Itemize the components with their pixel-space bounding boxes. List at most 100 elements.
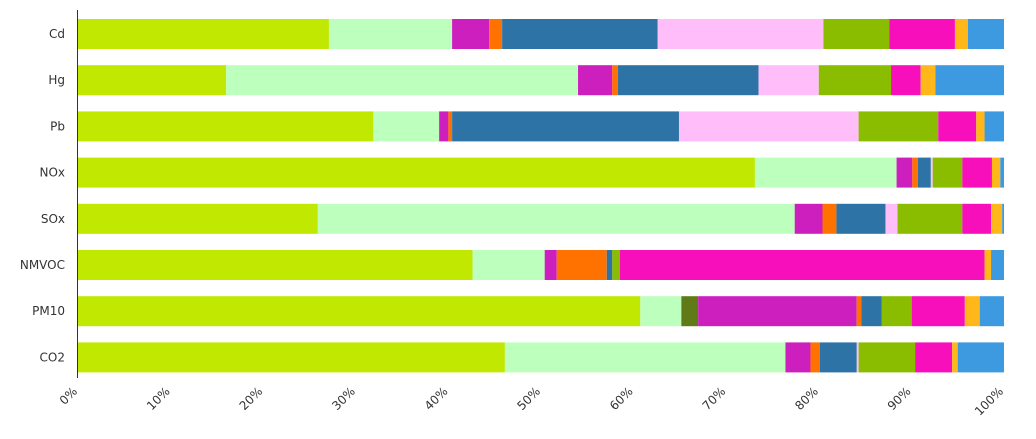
bar-segment-nox-6 (932, 157, 963, 188)
bar-segment-sox-5 (885, 203, 898, 234)
bar-segment-pm10-0 (78, 296, 641, 327)
category-label: Pb (50, 119, 65, 133)
x-tick-label: 60% (607, 384, 636, 413)
bar-segment-nox-8 (991, 157, 1001, 188)
bar-segment-co2-5 (856, 342, 859, 373)
bar-segment-hg-5 (758, 65, 819, 96)
x-tick-label: 50% (514, 384, 543, 413)
x-tick-label: 80% (792, 384, 821, 413)
category-label: CO2 (40, 350, 65, 364)
bar-segment-sox-9 (1002, 203, 1004, 234)
bar-segment-nmvoc-8 (984, 250, 992, 280)
bar-segment-hg-6 (818, 65, 892, 96)
bar-segment-co2-6 (858, 342, 916, 373)
bar-segment-cd-9 (967, 19, 1004, 49)
bar-segment-pb-5 (678, 111, 859, 142)
bar-segment-nox-4 (917, 157, 931, 188)
bar-segment-pm10-4 (856, 296, 862, 327)
bar-segment-cd-2 (452, 19, 490, 49)
bar-segment-hg-2 (578, 65, 613, 96)
bar-segment-cd-7 (889, 19, 955, 49)
x-tick-label: 70% (700, 384, 729, 413)
bar-segment-hg-3 (612, 65, 618, 96)
bar-segment-cd-0 (78, 19, 329, 49)
bar-segment-pb-4 (452, 111, 679, 142)
bar-segment-nmvoc-6 (612, 250, 620, 280)
bar-segment-pm10-1 (640, 296, 682, 327)
bar-segment-hg-7 (891, 65, 921, 96)
bar-segment-nmvoc-3 (556, 250, 607, 280)
bar-segment-nox-1 (754, 157, 897, 188)
bar-segment-nmvoc-7 (619, 250, 985, 280)
bar-segment-pm10-7 (911, 296, 965, 327)
bar-segment-pm10-9 (979, 296, 1004, 327)
bar-segment-sox-6 (897, 203, 963, 234)
bar-segment-co2-2 (785, 342, 811, 373)
x-tick-label: 0% (57, 384, 80, 407)
bar-segment-pb-8 (976, 111, 985, 142)
bar-segment-co2-1 (504, 342, 786, 373)
bar-segment-hg-8 (920, 65, 936, 96)
bar-segment-pm10-6 (881, 296, 912, 327)
bar-segment-nmvoc-4 (606, 250, 613, 280)
bar-segment-nmvoc-9 (991, 250, 1004, 280)
category-label: NMVOC (20, 258, 65, 272)
bar-segment-sox-3 (822, 203, 837, 234)
category-labels: Cd Hg Pb NOx SOx NMVOC PM10 CO2 (20, 27, 65, 364)
x-tick-label: 30% (329, 384, 358, 413)
bar-segment-co2-7 (915, 342, 953, 373)
bar-segment-cd-6 (823, 19, 890, 49)
bar-segment-pb-6 (858, 111, 939, 142)
bar-segment-nox-7 (962, 157, 992, 188)
bar-segment-nmvoc-0 (78, 250, 473, 280)
bar-segment-pb-3 (448, 111, 453, 142)
bar-segment-nox-5 (930, 157, 933, 188)
bar-segment-cd-3 (489, 19, 503, 49)
bar-segment-nox-9 (1000, 157, 1004, 188)
bar-segment-sox-2 (794, 203, 823, 234)
bar-segment-co2-8 (952, 342, 958, 373)
bar-segment-nox-3 (912, 157, 918, 188)
x-tick-label: 90% (885, 384, 914, 413)
bar-segment-sox-8 (991, 203, 1003, 234)
bar-segment-pm10-2 (681, 296, 699, 327)
bar-segment-pb-9 (984, 111, 1004, 142)
bar-segment-sox-7 (962, 203, 992, 234)
bar-segment-hg-0 (78, 65, 227, 96)
category-label: PM10 (32, 304, 65, 318)
bar-segment-co2-9 (957, 342, 1004, 373)
bar-segment-pm10-5 (861, 296, 882, 327)
bar-segment-sox-0 (78, 203, 318, 234)
bar-segment-cd-8 (954, 19, 968, 49)
bar-segment-pb-1 (373, 111, 440, 142)
bars-group (78, 19, 1004, 373)
x-tick-label: 100% (972, 384, 1006, 418)
bar-segment-pb-0 (78, 111, 374, 142)
bar-segment-nox-0 (78, 157, 755, 188)
x-tick-label: 20% (237, 384, 266, 413)
bar-segment-pm10-8 (964, 296, 980, 327)
bar-segment-co2-4 (819, 342, 857, 373)
category-label: SOx (41, 212, 65, 226)
bar-segment-hg-9 (935, 65, 1004, 96)
bar-segment-pm10-3 (698, 296, 857, 327)
x-tick-label: 10% (144, 384, 173, 413)
category-label: Hg (48, 73, 65, 87)
bar-segment-pb-7 (938, 111, 977, 142)
bar-segment-nmvoc-1 (472, 250, 545, 280)
bar-segment-cd-5 (657, 19, 824, 49)
category-label: Cd (49, 27, 65, 41)
bar-segment-sox-1 (317, 203, 795, 234)
bar-segment-sox-4 (836, 203, 886, 234)
x-tick-labels: 0% 10% 20% 30% 40% 50% 60% 70% 80% 90% 100% (57, 384, 1006, 418)
bar-segment-hg-1 (226, 65, 579, 96)
bar-segment-nox-2 (896, 157, 913, 188)
bar-segment-nmvoc-2 (544, 250, 557, 280)
bar-segment-co2-0 (78, 342, 505, 373)
bar-segment-cd-4 (502, 19, 658, 49)
x-tick-label: 40% (422, 384, 451, 413)
bar-segment-hg-4 (617, 65, 759, 96)
bar-segment-co2-3 (810, 342, 820, 373)
bar-segment-cd-1 (328, 19, 453, 49)
